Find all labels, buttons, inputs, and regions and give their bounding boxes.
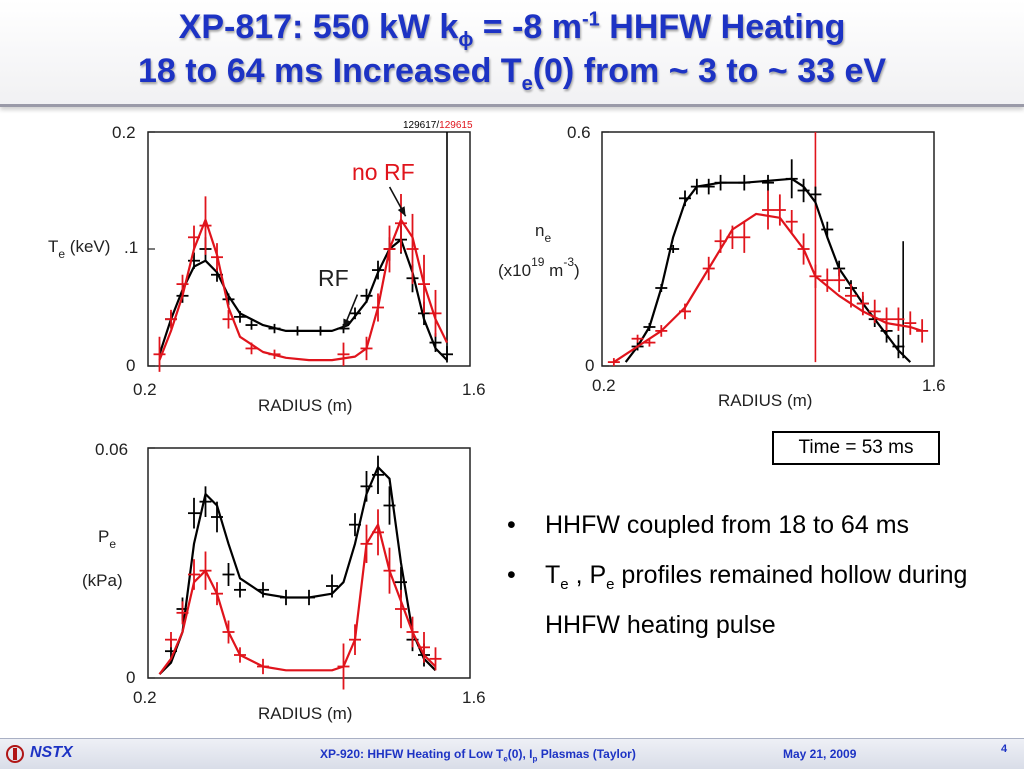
title-subscript: ϕ	[458, 28, 474, 51]
te-rf-line	[158, 238, 448, 361]
footer: NSTX XP-920: HHFW Heating of Low Te(0), …	[0, 738, 1024, 769]
ne-y-tick-bottom: 0	[585, 356, 594, 375]
pe-x-tick-right: 1.6	[462, 688, 486, 707]
ne-x-axis-title: RADIUS (m)	[718, 391, 812, 410]
bullet-subscript: e	[560, 576, 569, 593]
pe-y-axis-title: Pe	[98, 527, 116, 551]
ne-chart: 0.6 0 0.2 1.6 RADIUS (m) ne (x1019 m-3)	[498, 123, 946, 410]
bullet-item: • HHFW coupled from 18 to 64 ms	[505, 505, 1015, 545]
title-text: HHFW Heating	[599, 8, 846, 46]
pe-x-tick-left: 0.2	[133, 688, 157, 707]
page-number: 4	[1001, 743, 1008, 755]
bullet-text: , P	[568, 561, 607, 589]
title-text: XP-817: 550 kW k	[178, 8, 459, 46]
te-annotation-no-rf: no RF	[352, 159, 415, 185]
ne-x-tick-right: 1.6	[922, 376, 946, 395]
pe-y-tick-top: 0.06	[95, 440, 128, 459]
te-x-tick-left: 0.2	[133, 380, 157, 399]
title-text: 18 to 64 ms Increased T	[137, 52, 522, 90]
bullet-list: • HHFW coupled from 18 to 64 ms • Te , Pe …	[505, 505, 1015, 655]
footer-logo-text: NSTX	[30, 744, 73, 761]
te-no-rf-line	[158, 218, 448, 362]
pe-plot-frame	[147, 447, 471, 679]
ne-x-tick-left: 0.2	[592, 376, 616, 395]
te-y-axis-title: Te (keV)	[48, 237, 110, 261]
bullet-text: HHFW coupled from 18 to 64 ms	[545, 511, 910, 539]
title-subscript: e	[521, 72, 533, 95]
title-bar: XP-817: 550 kW kϕ = -8 m-1 HHFW Heating …	[0, 0, 1024, 107]
ne-plot-frame	[601, 131, 935, 367]
pe-chart: 0.06 0 0.2 1.6 RADIUS (m) Pe (kPa)	[82, 440, 486, 723]
title-superscript: -1	[582, 8, 600, 31]
te-annotation-arrowhead	[343, 318, 351, 329]
ne-y-axis-unit: (x1019 m-3)	[498, 255, 580, 280]
title-text: (0) from ~ 3 to ~ 33 eV	[532, 52, 887, 90]
ne-y-axis-title: ne	[535, 221, 551, 245]
bullet-text: profiles remained hollow during HHFW hea…	[545, 561, 968, 639]
te-x-axis-title: RADIUS (m)	[258, 396, 352, 415]
bullet-subscript: e	[606, 576, 615, 593]
title-text: = -8 m	[473, 8, 583, 46]
pe-y-tick-bottom: 0	[126, 668, 135, 687]
title-line-2: 18 to 64 ms Increased Te(0) from ~ 3 to …	[0, 52, 1024, 96]
pe-x-axis-title: RADIUS (m)	[258, 704, 352, 723]
bullet-icon: •	[507, 511, 516, 539]
nstx-logo-icon	[6, 745, 24, 763]
charts-canvas: 0.2 .1 0 0.2 1.6 RADIUS (m) Te (keV) 129…	[48, 120, 946, 723]
te-x-tick-right: 1.6	[462, 380, 486, 399]
bullet-text: T	[545, 561, 561, 589]
time-label: Time = 53 ms	[772, 431, 940, 465]
footer-title: XP-920: HHFW Heating of Low Te(0), Ip Pl…	[320, 747, 636, 764]
te-y-tick-top: 0.2	[112, 123, 136, 142]
bullet-item: • Te , Pe profiles remained hollow during…	[505, 555, 1015, 645]
te-y-tick-mid-label: .1	[124, 238, 138, 257]
bullet-icon: •	[507, 561, 516, 589]
te-annotation-rf: RF	[318, 265, 349, 291]
pe-no-rf-line	[158, 523, 437, 675]
te-annotation-arrowhead	[397, 206, 406, 217]
te-shot-label: 129617/129615	[403, 120, 473, 131]
title-line-1: XP-817: 550 kW kϕ = -8 m-1 HHFW Heating	[0, 8, 1024, 52]
ne-y-tick-top: 0.6	[567, 123, 591, 142]
te-y-tick-bottom: 0	[126, 356, 135, 375]
footer-date: May 21, 2009	[783, 747, 857, 761]
te-chart: 0.2 .1 0 0.2 1.6 RADIUS (m) Te (keV) 129…	[48, 120, 486, 415]
pe-y-axis-unit: (kPa)	[82, 571, 123, 590]
